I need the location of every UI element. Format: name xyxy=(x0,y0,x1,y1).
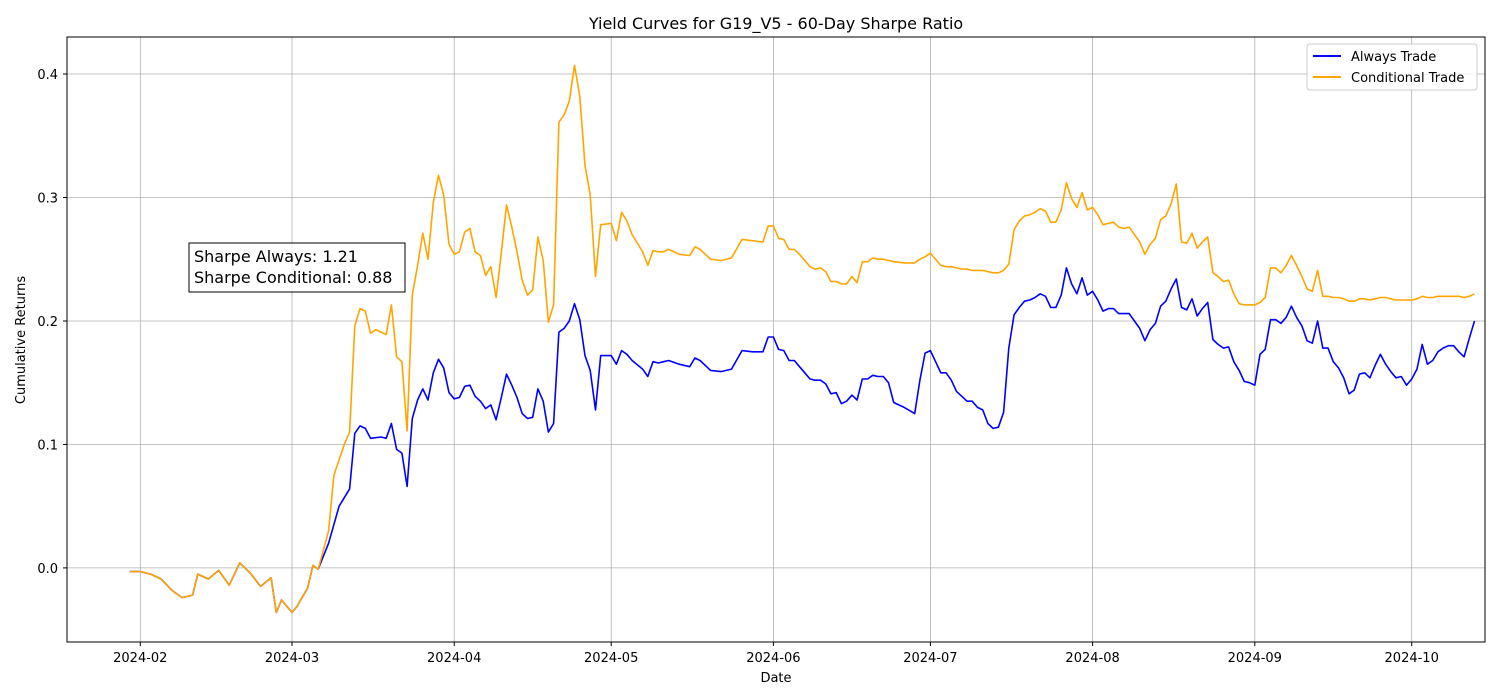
y-tick-label: 0.3 xyxy=(37,192,58,207)
series-line-conditional-trade xyxy=(129,64,1475,614)
x-tick-label: 2024-08 xyxy=(1065,651,1119,666)
y-tick-label: 0.1 xyxy=(37,438,58,453)
series-line-always-trade xyxy=(129,267,1476,614)
y-tick-label: 0.4 xyxy=(37,68,58,83)
legend-frame xyxy=(1306,43,1478,91)
x-tick-label: 2024-03 xyxy=(265,651,319,666)
x-tick-label: 2024-07 xyxy=(903,651,957,666)
annotation-line-conditional: Sharpe Conditional: 0.88 xyxy=(194,268,392,287)
x-tick-label: 2024-04 xyxy=(427,651,481,666)
annotation-frame xyxy=(188,242,406,293)
chart-title: Yield Curves for G19_V5 - 60-Day Sharpe … xyxy=(588,14,963,34)
annotation-box: Sharpe Always: 1.21 Sharpe Conditional: … xyxy=(188,242,406,293)
x-axis-label: Date xyxy=(760,671,791,686)
annotation-line-always: Sharpe Always: 1.21 xyxy=(194,247,358,266)
plot-area-frame xyxy=(66,36,1486,643)
x-tick-label: 2024-02 xyxy=(113,651,167,666)
x-axis: 2024-02 2024-03 2024-04 2024-05 2024-06 2024-… xyxy=(113,642,1439,666)
grid-lines xyxy=(67,37,1485,642)
legend: Always Trade Conditional Trade xyxy=(1306,43,1478,91)
x-tick-label: 2024-05 xyxy=(584,651,638,666)
y-axis-label: Cumulative Returns xyxy=(14,276,29,404)
y-axis: 0.0 0.1 0.2 0.3 0.4 xyxy=(37,68,67,577)
x-tick-label: 2024-10 xyxy=(1385,651,1439,666)
legend-label-conditional-trade: Conditional Trade xyxy=(1351,71,1464,86)
y-tick-label: 0.2 xyxy=(37,315,58,330)
x-tick-label: 2024-06 xyxy=(746,651,800,666)
y-tick-label: 0.0 xyxy=(37,562,58,577)
x-tick-label: 2024-09 xyxy=(1228,651,1282,666)
legend-label-always-trade: Always Trade xyxy=(1351,50,1436,65)
series-lines xyxy=(129,64,1476,614)
